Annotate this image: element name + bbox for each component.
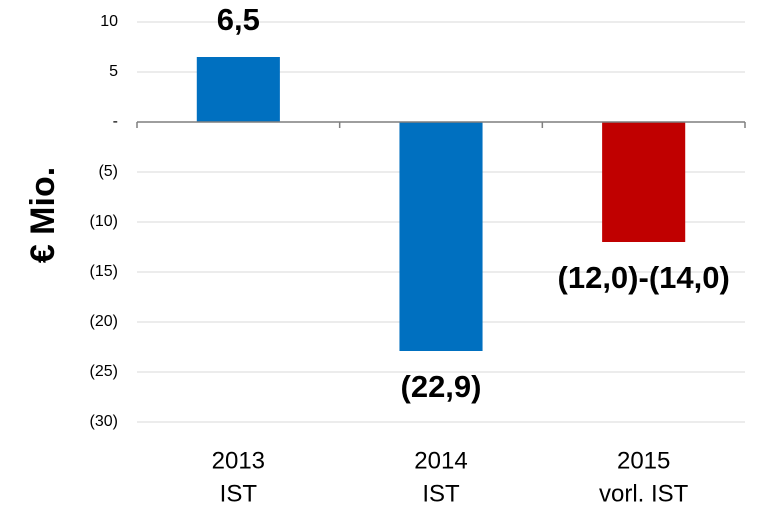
y-tick-label: (30)	[90, 413, 118, 430]
y-tick-label: (10)	[90, 213, 118, 230]
value-label: (22,9)	[401, 369, 482, 404]
y-tick-label: (5)	[98, 163, 118, 180]
y-tick-label: (20)	[90, 313, 118, 330]
value-label: 6,5	[217, 2, 260, 37]
value-label: (12,0)-(14,0)	[558, 260, 730, 295]
bar	[399, 122, 483, 351]
y-axis-label: € Mio.	[24, 167, 62, 263]
y-tick-label: (15)	[90, 263, 118, 280]
y-tick-label: 10	[100, 13, 118, 30]
x-tick-label: 2014	[414, 447, 467, 474]
bar	[602, 122, 686, 242]
y-tick-label: 5	[109, 63, 118, 80]
x-tick-label: 2015	[617, 447, 670, 474]
bar	[196, 57, 280, 122]
x-tick-label: IST	[220, 480, 258, 507]
y-tick-label: -	[113, 113, 118, 130]
x-tick-label: 2013	[212, 447, 265, 474]
x-tick-label: IST	[422, 480, 460, 507]
y-tick-label: (25)	[90, 363, 118, 380]
x-tick-label: vorl. IST	[599, 480, 689, 507]
